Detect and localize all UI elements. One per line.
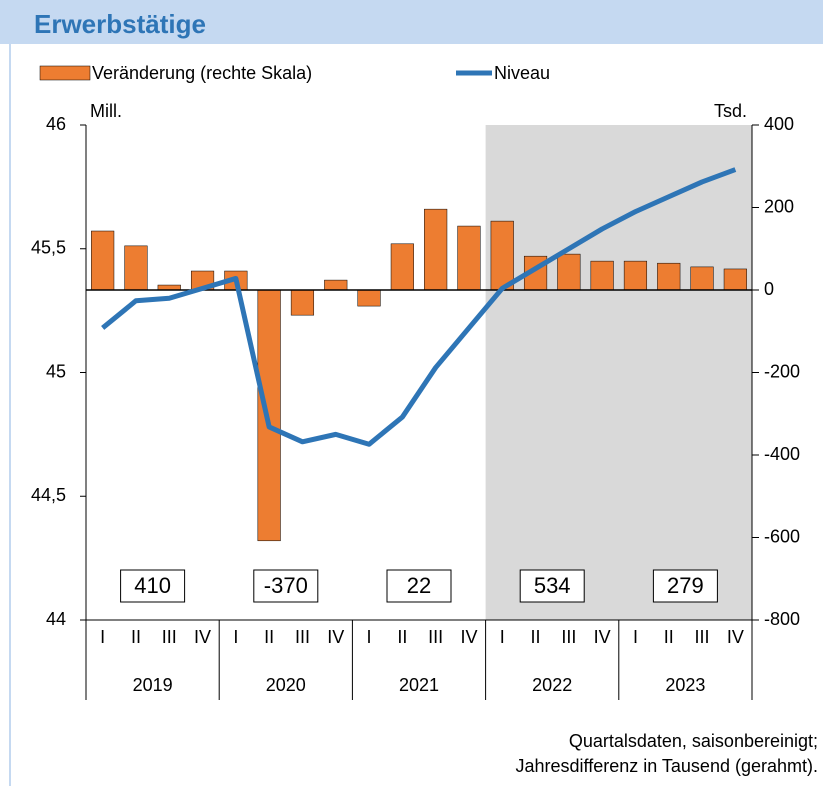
x-tick-label: IV [594, 627, 611, 647]
x-tick-label: II [264, 627, 274, 647]
legend-swatch [39, 65, 91, 81]
x-tick-label: I [500, 627, 505, 647]
y2-axis-label: Tsd. [714, 101, 747, 121]
y2-tick-label: 400 [764, 114, 794, 134]
x-tick-label: I [233, 627, 238, 647]
annotation-box [519, 569, 585, 603]
year-label: 2022 [532, 675, 572, 695]
annotation-box [386, 569, 452, 603]
y-tick-label: 44,5 [31, 485, 66, 505]
bar [623, 260, 648, 291]
bar [324, 279, 348, 291]
bar [390, 243, 414, 291]
annotation: 534 [534, 573, 571, 598]
shaded-region [485, 125, 752, 620]
year-label: 2023 [665, 675, 705, 695]
y-tick-label: 45 [46, 361, 66, 381]
x-tick-label: II [664, 627, 674, 647]
x-tick-label: III [162, 627, 177, 647]
legend-label: Niveau [494, 63, 550, 83]
y-tick-label: 46 [46, 114, 66, 134]
y2-tick-label: -800 [764, 609, 800, 629]
x-tick-label: IV [727, 627, 744, 647]
footnote: Jahresdifferenz in Tausend (gerahmt). [515, 756, 818, 776]
title-bar [0, 0, 823, 44]
y2-tick-label: -600 [764, 526, 800, 546]
bar [257, 289, 281, 542]
annotation-box [120, 569, 186, 603]
bar [290, 289, 315, 316]
bar [590, 260, 614, 291]
y-tick-label: 44 [46, 609, 66, 629]
y2-tick-label: -200 [764, 361, 800, 381]
y-tick-label: 45,5 [31, 238, 66, 258]
x-tick-label: I [367, 627, 372, 647]
y2-tick-label: 200 [764, 196, 794, 216]
x-tick-label: III [561, 627, 576, 647]
bar [124, 245, 148, 291]
line [101, 167, 737, 447]
x-tick-label: II [131, 627, 141, 647]
year-label: 2021 [399, 675, 439, 695]
bar [657, 262, 681, 291]
year-label: 2019 [133, 675, 173, 695]
x-tick-label: I [633, 627, 638, 647]
bar [690, 266, 714, 291]
bar [723, 268, 747, 291]
footnote: Quartalsdaten, saisonbereinigt; [569, 731, 818, 751]
y-axis-label: Mill. [90, 101, 122, 121]
x-tick-label: III [295, 627, 310, 647]
x-tick-label: IV [460, 627, 477, 647]
legend-label: Veränderung (rechte Skala) [92, 63, 312, 83]
annotation: -370 [264, 573, 308, 598]
annotation: 279 [667, 573, 704, 598]
y2-tick-label: 0 [764, 279, 774, 299]
bar [490, 220, 514, 291]
year-label: 2020 [266, 675, 306, 695]
x-tick-label: I [100, 627, 105, 647]
bar [357, 289, 381, 307]
annotation-box [253, 569, 319, 603]
bar [457, 225, 481, 291]
y2-tick-label: -400 [764, 444, 800, 464]
bar [91, 230, 115, 291]
annotation-box [652, 569, 718, 603]
chart-title: Erwerbstätige [34, 9, 206, 39]
annotation: 22 [407, 573, 431, 598]
x-tick-label: II [531, 627, 541, 647]
annotation: 410 [134, 573, 171, 598]
x-tick-label: III [695, 627, 710, 647]
x-tick-label: IV [327, 627, 344, 647]
x-tick-label: II [397, 627, 407, 647]
x-tick-label: IV [194, 627, 211, 647]
x-tick-label: III [428, 627, 443, 647]
bar [424, 208, 448, 291]
bar [557, 253, 581, 291]
